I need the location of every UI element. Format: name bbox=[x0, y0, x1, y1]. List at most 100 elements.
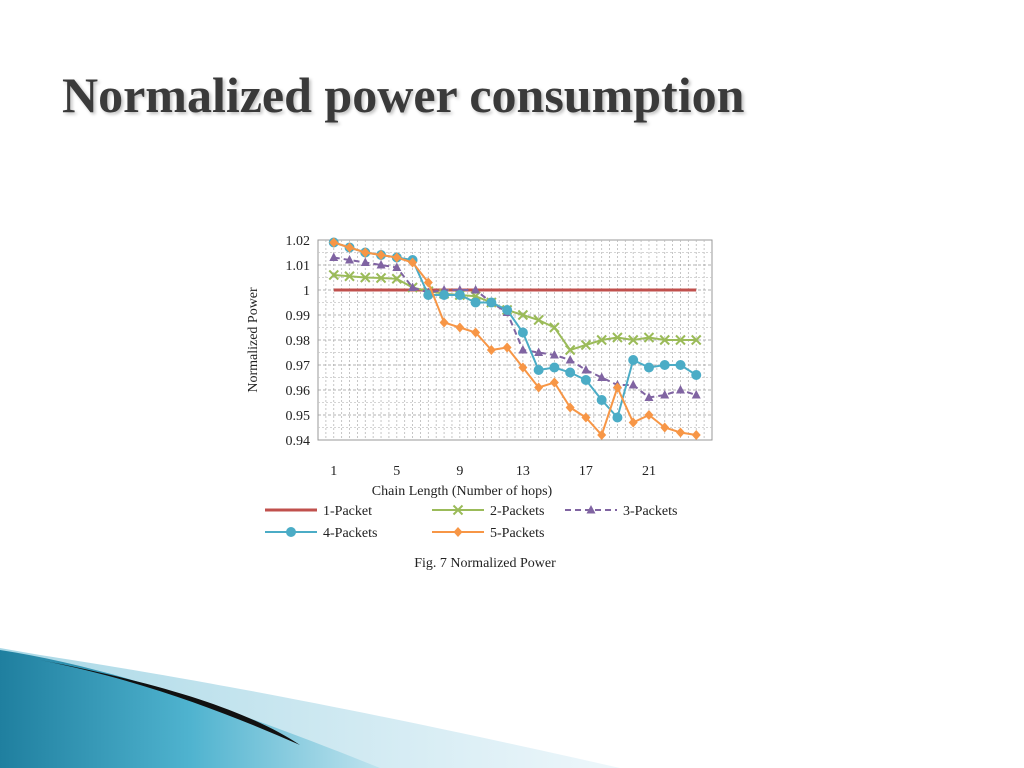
marker-stroke bbox=[691, 334, 702, 346]
marker-stroke bbox=[612, 332, 623, 343]
data-point bbox=[408, 257, 418, 268]
legend-label: 2-Packets bbox=[490, 504, 544, 519]
data-point bbox=[502, 342, 512, 353]
marker-stroke bbox=[360, 272, 371, 283]
data-point bbox=[391, 273, 403, 284]
y-axis-label: Normalized Power bbox=[246, 287, 261, 393]
data-point bbox=[691, 334, 702, 346]
data-point bbox=[644, 410, 654, 420]
data-point bbox=[580, 339, 592, 351]
data-point bbox=[581, 412, 591, 423]
marker-stroke bbox=[533, 314, 544, 326]
data-point bbox=[691, 370, 702, 380]
x-tick-label: 5 bbox=[393, 464, 400, 479]
x-tick-label: 21 bbox=[642, 464, 656, 479]
marker-stroke bbox=[564, 344, 576, 356]
y-tick-label: 0.95 bbox=[286, 409, 311, 424]
x-tick-label: 1 bbox=[330, 464, 337, 479]
data-point bbox=[360, 257, 370, 266]
data-point bbox=[517, 309, 529, 321]
x-axis-label: Chain Length (Number of hops) bbox=[372, 484, 553, 499]
legend-label: 4-Packets bbox=[323, 526, 377, 541]
x-axis-ticks: 1 5 9 13 17 21 bbox=[330, 464, 656, 479]
data-point bbox=[628, 417, 638, 428]
legend-label: 1-Packet bbox=[323, 504, 372, 519]
marker-stroke bbox=[375, 272, 387, 284]
data-point bbox=[533, 314, 544, 326]
legend-item-5-packets: 5-Packets bbox=[432, 526, 544, 541]
data-point bbox=[486, 297, 497, 308]
y-tick-label: 0.97 bbox=[286, 359, 311, 374]
legend-item-3-packets: 3-Packets bbox=[565, 504, 677, 519]
data-point bbox=[580, 375, 591, 385]
data-point bbox=[612, 412, 623, 423]
y-axis-ticks: 0.94 0.95 0.96 0.97 0.98 0.99 1 1.01 1.02 bbox=[286, 234, 311, 449]
data-point bbox=[643, 362, 654, 373]
legend-marker bbox=[453, 527, 463, 537]
data-point bbox=[549, 377, 559, 388]
y-tick-label: 0.99 bbox=[286, 309, 311, 324]
data-point bbox=[628, 355, 639, 365]
x-tick-label: 13 bbox=[516, 464, 530, 479]
data-point bbox=[596, 334, 607, 346]
data-point bbox=[423, 290, 434, 300]
data-point bbox=[564, 344, 576, 356]
marker-stroke bbox=[627, 334, 639, 346]
data-point bbox=[360, 272, 371, 283]
data-point bbox=[345, 255, 355, 264]
legend-marker bbox=[586, 505, 596, 514]
data-point bbox=[471, 285, 481, 294]
data-point bbox=[439, 317, 449, 328]
data-point bbox=[344, 271, 355, 282]
data-point bbox=[375, 272, 387, 284]
marker-stroke bbox=[517, 309, 529, 321]
data-point bbox=[533, 365, 544, 375]
data-point bbox=[691, 430, 701, 440]
legend-item-2-packets: 2-Packets bbox=[432, 504, 544, 519]
x-tick-label: 17 bbox=[579, 464, 593, 479]
data-point bbox=[581, 365, 591, 374]
legend-label: 5-Packets bbox=[490, 526, 544, 541]
marker-stroke bbox=[549, 322, 560, 333]
marker-stroke bbox=[344, 271, 355, 282]
data-point bbox=[597, 372, 607, 381]
legend-item-4-packets: 4-Packets bbox=[265, 526, 377, 541]
data-point bbox=[628, 380, 638, 389]
data-point bbox=[643, 332, 655, 343]
legend-item-1-packet: 1-Packet bbox=[265, 504, 372, 519]
marker-stroke bbox=[452, 504, 464, 516]
data-point bbox=[675, 427, 685, 438]
data-point bbox=[659, 360, 670, 370]
data-point bbox=[328, 269, 339, 281]
y-tick-label: 0.94 bbox=[286, 434, 311, 449]
data-point bbox=[565, 367, 576, 378]
marker-stroke bbox=[391, 273, 403, 284]
data-point bbox=[486, 345, 496, 355]
y-tick-label: 0.96 bbox=[286, 384, 311, 399]
data-point bbox=[675, 385, 685, 394]
series-line bbox=[333, 274, 697, 352]
x-tick-label: 9 bbox=[456, 464, 463, 479]
data-point bbox=[454, 290, 465, 300]
marker-stroke bbox=[675, 334, 686, 346]
swoosh-blue bbox=[0, 650, 380, 768]
y-tick-label: 1.02 bbox=[286, 234, 311, 249]
data-point bbox=[612, 332, 623, 343]
data-point bbox=[534, 382, 544, 393]
data-point bbox=[471, 327, 481, 338]
data-point bbox=[360, 247, 370, 258]
marker-stroke bbox=[328, 269, 339, 281]
data-point bbox=[549, 362, 560, 373]
legend: 1-Packet 2-Packets 3-Packets 4-Packets 5-Pac… bbox=[265, 504, 677, 541]
legend-marker bbox=[452, 504, 464, 516]
data-point bbox=[470, 297, 481, 308]
data-point bbox=[597, 430, 607, 440]
slide-title: Normalized power consumption bbox=[62, 67, 745, 123]
data-point bbox=[534, 347, 544, 356]
data-point bbox=[392, 262, 402, 271]
data-point bbox=[329, 237, 339, 248]
data-point bbox=[644, 392, 654, 401]
data-point bbox=[660, 390, 670, 399]
